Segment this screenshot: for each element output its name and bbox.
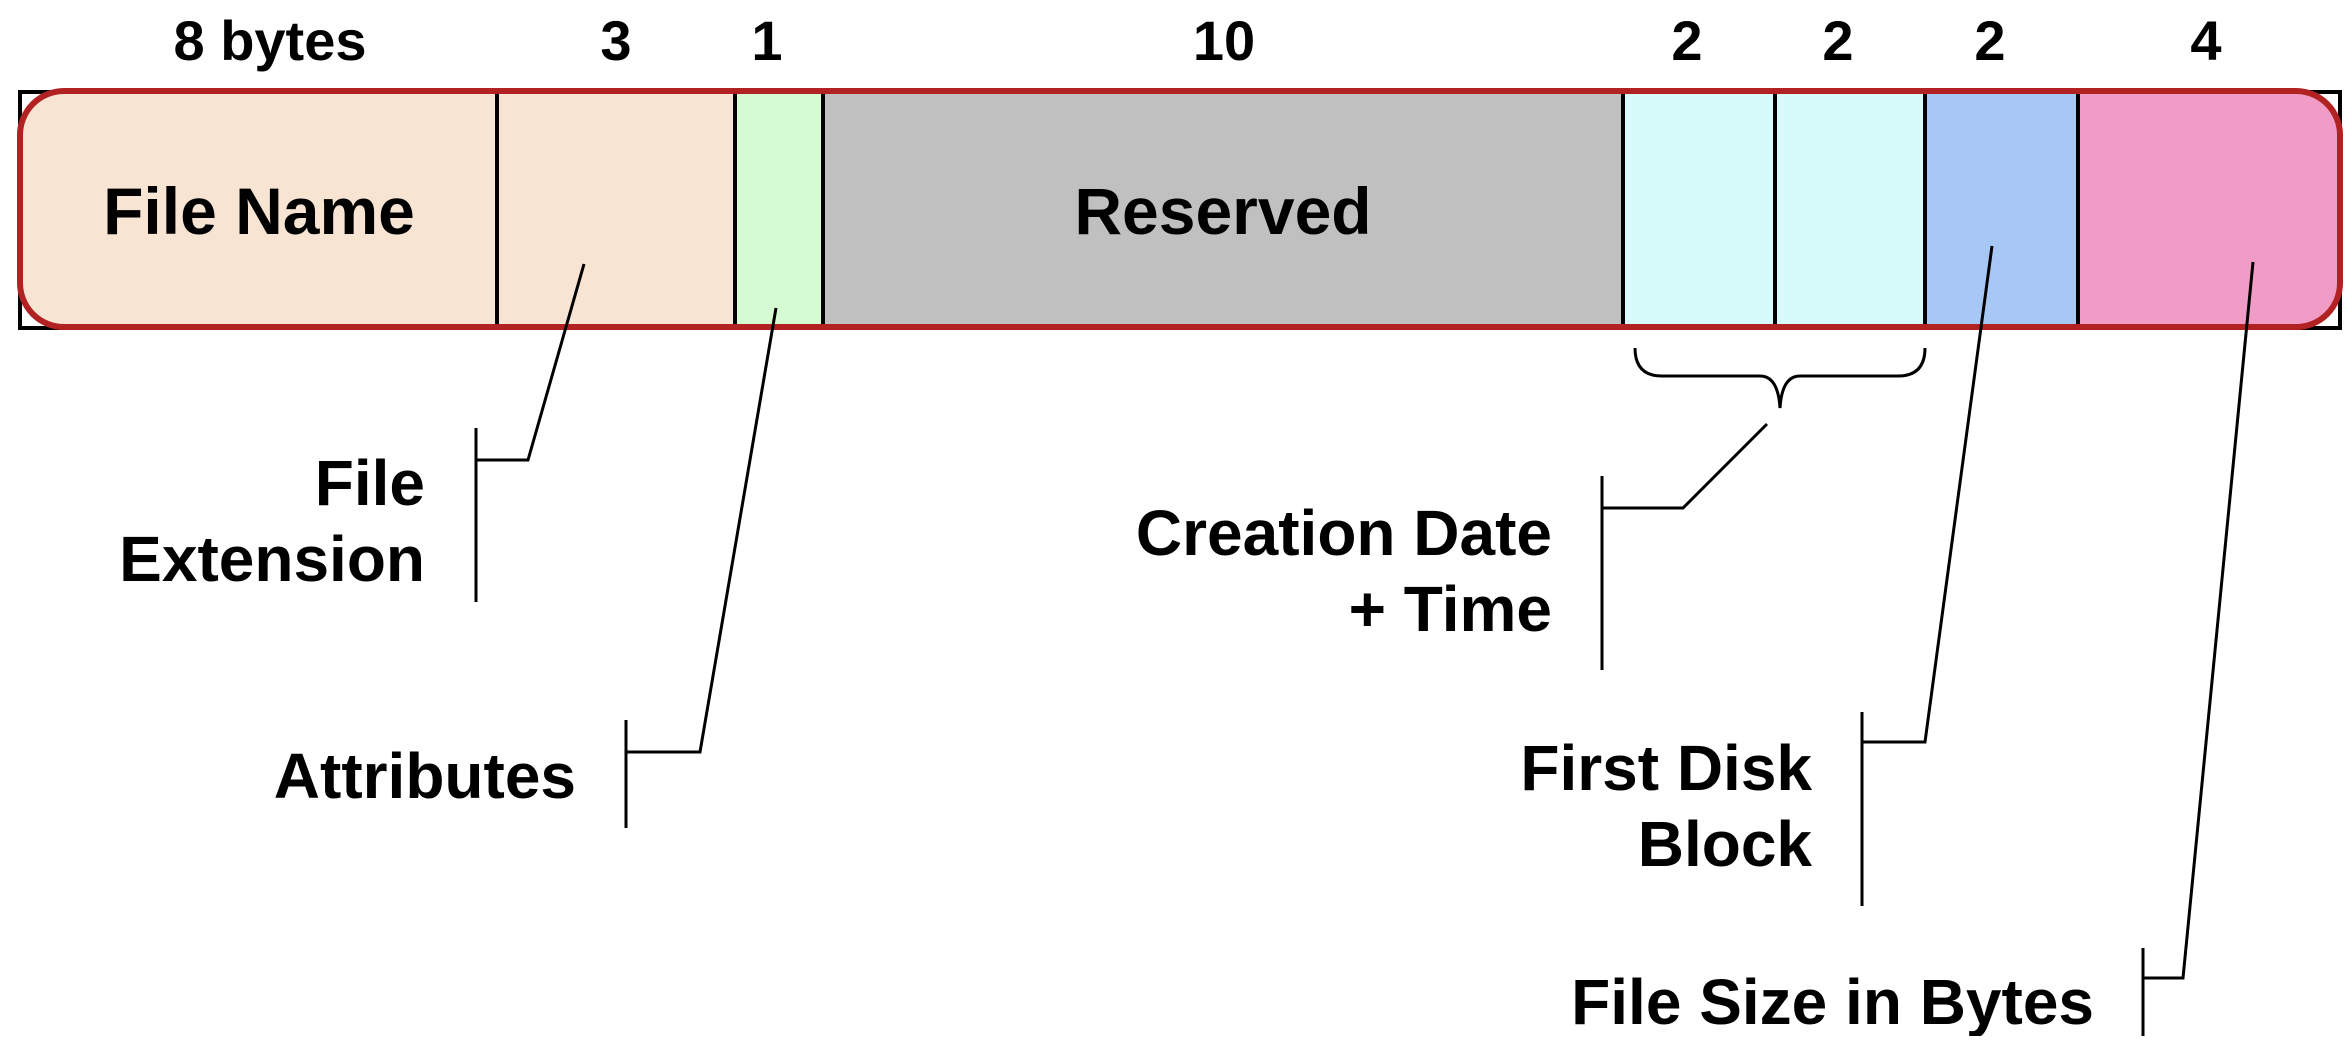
callout-lines [474,245,2255,1036]
field-bar: File Name Reserved [17,88,2343,330]
extension-field [498,90,735,328]
attributes-label: Attributes [274,740,576,812]
attributes-pointer [626,307,778,754]
size-label-file-name: 8 bytes [174,9,367,72]
file-size-label: File Size in Bytes [1571,966,2094,1036]
byte-size-labels: 8 bytes 3 1 10 2 2 2 4 [174,9,2222,72]
size-label-first-block: 2 [1974,9,2005,72]
callout-labels: File Extension Attributes Creation Date … [119,447,2094,1038]
extension-label-line1: File [315,447,425,519]
extension-label-line2: Extension [119,523,425,595]
reserved-label: Reserved [1074,174,1371,248]
size-label-date: 2 [1822,9,1853,72]
extension-pointer [476,263,586,462]
datetime-brace [1633,347,1927,409]
file-size-field [2078,90,2340,328]
size-label-extension: 3 [600,9,631,72]
first-block-label-line1: First Disk [1520,732,1812,804]
creation-label-line1: Creation Date [1136,497,1552,569]
time-field [1623,90,1775,328]
size-label-attributes: 1 [751,9,782,72]
reserved-field [823,90,1623,328]
bar-red-frame [17,88,2343,330]
first-block-field [1925,90,2078,328]
file-name-field [20,90,498,328]
attributes-field [735,90,823,328]
date-field [1775,90,1925,328]
first-block-label-line2: Block [1638,808,1813,880]
size-label-reserved: 10 [1193,9,1255,72]
file-size-pointer [2143,261,2255,980]
first-block-pointer [1862,245,1994,744]
file-name-label: File Name [103,174,415,248]
field-dividers [495,92,2080,328]
creation-pointer [1602,422,1769,510]
size-label-file-size: 4 [2190,9,2221,72]
creation-label-line2: + Time [1349,573,1552,645]
size-label-time: 2 [1671,9,1702,72]
